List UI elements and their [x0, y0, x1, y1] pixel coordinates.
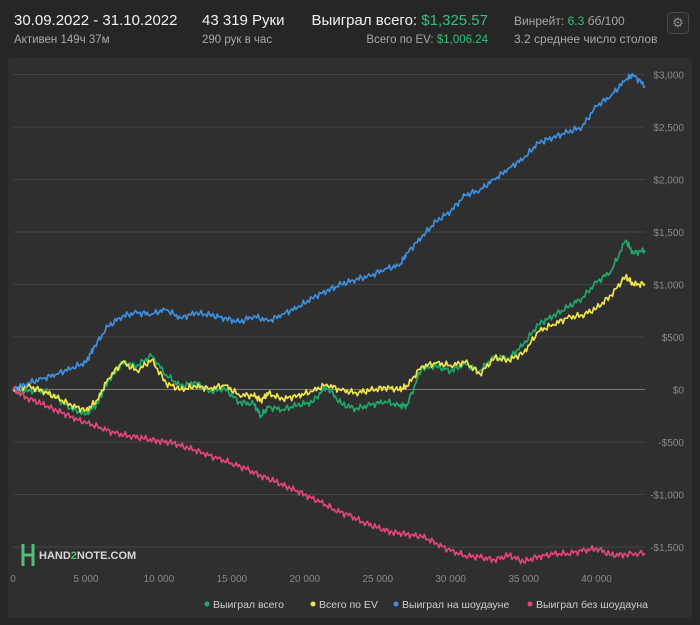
won-total: Выиграл всего: $1,325.57: [300, 12, 488, 29]
y-tick-label: $1,000: [653, 281, 684, 292]
legend: Выиграл всего Всего по EV Выиграл на шоуда…: [204, 599, 648, 611]
x-tick-label: 35 000: [508, 574, 539, 585]
chart-panel: $3,000 $2,500 $2,000 $1,500 $1,000 $500 $0 -$50…: [8, 58, 692, 618]
hands-block: 43 319 Руки 290 рук в час: [202, 12, 285, 46]
y-tick-label: $3,000: [653, 71, 684, 82]
hand2note-logo: HAND2NOTE.COM: [21, 544, 136, 566]
series-line: [12, 239, 646, 419]
hands-per-hour: 290 рук в час: [202, 34, 273, 46]
avg-tables: 3.2 среднее число столов: [514, 32, 658, 46]
ev-total-value: $1,006.24: [436, 34, 488, 46]
logo-mark-icon: [21, 544, 35, 566]
won-total-value: $1,325.57: [421, 12, 488, 29]
y-tick-label: $2,000: [653, 176, 684, 187]
date-range: 30.09.2022 - 31.10.2022: [14, 12, 178, 29]
x-tick-label: 5 000: [73, 574, 98, 585]
legend-marker: [310, 601, 316, 607]
x-tick-label: 20 000: [289, 574, 320, 585]
x-axis-ticks: 0 5 000 10 000 15 000 20 000 25 000 30 000 35 0…: [10, 574, 612, 585]
legend-item[interactable]: Всего по EV: [319, 599, 378, 611]
won-block: Выиграл всего: $1,325.57 Всего по EV: $1…: [300, 12, 488, 46]
settings-button[interactable]: ⚙: [667, 12, 689, 34]
legend-item[interactable]: Выиграл всего: [213, 599, 284, 611]
winrate-label: Винрейт:: [514, 14, 565, 28]
y-tick-label: $500: [662, 333, 685, 344]
winrate-value: 6.3: [567, 14, 585, 28]
series-lines: [12, 72, 646, 565]
y-tick-label: -$1,000: [650, 491, 684, 502]
x-tick-label: 25 000: [362, 574, 393, 585]
legend-marker: [393, 601, 399, 607]
winrate-unit: бб/100: [587, 14, 625, 28]
y-tick-label: $1,500: [653, 228, 684, 239]
winrate-block: Винрейт: 6.3 бб/100 3.2 среднее число ст…: [514, 12, 657, 46]
y-tick-label: -$1,500: [650, 543, 684, 554]
period-block: 30.09.2022 - 31.10.2022 Активен 149ч 37м: [14, 12, 177, 46]
y-tick-label: $2,500: [653, 123, 684, 134]
x-tick-label: 40 000: [581, 574, 612, 585]
x-tick-label: 0: [10, 574, 16, 585]
series-line: [12, 72, 646, 392]
x-tick-label: 10 000: [144, 574, 175, 585]
legend-item[interactable]: Выиграл без шоудауна: [536, 599, 648, 611]
legend-item[interactable]: Выиграл на шоудауне: [402, 599, 509, 611]
active-time: Активен 149ч 37м: [14, 34, 110, 46]
series-line: [12, 386, 646, 565]
ev-total: Всего по EV: $1,006.24: [300, 34, 488, 46]
x-tick-label: 15 000: [217, 574, 248, 585]
stats-header: 30.09.2022 - 31.10.2022 Активен 149ч 37м…: [0, 0, 700, 58]
won-total-label: Выиграл всего:: [311, 12, 418, 29]
y-tick-label: -$500: [658, 438, 684, 449]
gear-icon: ⚙: [672, 15, 684, 30]
legend-marker: [527, 601, 533, 607]
series-line: [12, 273, 646, 413]
ev-total-label: Всего по EV:: [366, 34, 434, 46]
winrate: Винрейт: 6.3 бб/100: [514, 14, 657, 28]
y-tick-label: $0: [673, 386, 685, 397]
x-tick-label: 30 000: [435, 574, 466, 585]
grid-lines: [13, 74, 645, 548]
legend-marker: [204, 601, 210, 607]
y-axis-ticks: $3,000 $2,500 $2,000 $1,500 $1,000 $500 $0 -$50…: [650, 71, 684, 555]
logo-text: HAND2NOTE.COM: [39, 550, 136, 562]
hands-count: 43 319 Руки: [202, 12, 285, 29]
graph-chart: $3,000 $2,500 $2,000 $1,500 $1,000 $500 $0 -$50…: [10, 71, 684, 612]
